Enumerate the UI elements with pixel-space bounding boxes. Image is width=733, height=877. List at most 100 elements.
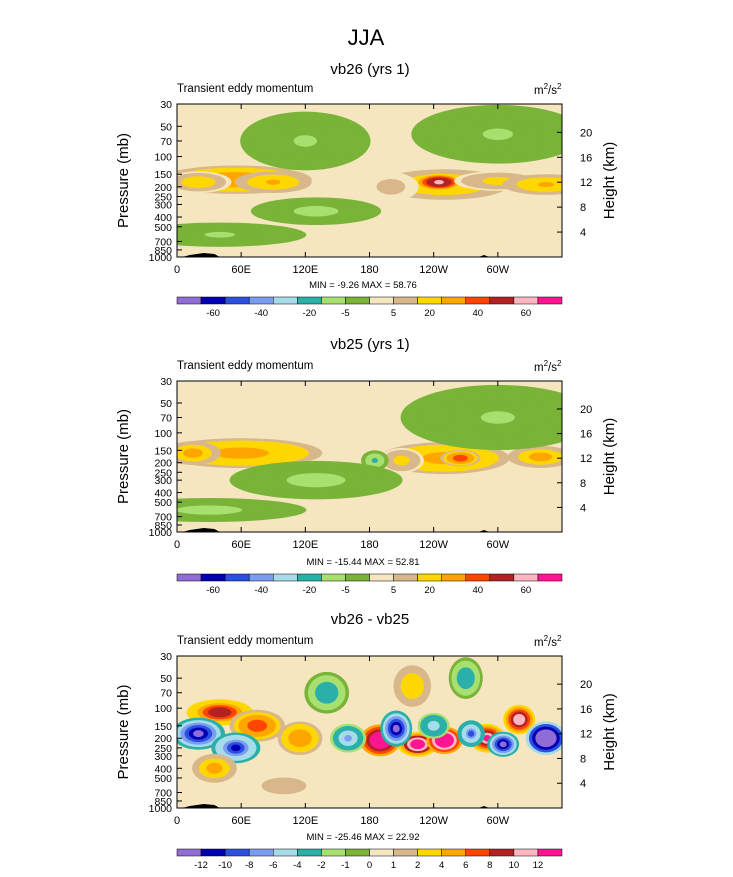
colorbar-swatch bbox=[176, 296, 202, 305]
contour-level bbox=[515, 716, 523, 723]
colorbar-label: -6 bbox=[269, 860, 277, 871]
colorbar-label: 5 bbox=[391, 308, 396, 319]
contour-level bbox=[434, 179, 444, 185]
y-tick-label: 300 bbox=[154, 475, 172, 487]
contour-field bbox=[177, 104, 562, 257]
y-tick-label: 30 bbox=[160, 376, 172, 388]
contour-level bbox=[213, 709, 227, 716]
y-right-tick-label: 12 bbox=[580, 453, 592, 465]
colorbar-swatch bbox=[489, 296, 515, 305]
colorbar-label: -8 bbox=[245, 860, 253, 871]
y-tick-label: 700 bbox=[154, 236, 172, 248]
x-tick-label: 60W bbox=[487, 815, 510, 827]
colorbar-label: -12 bbox=[194, 860, 208, 871]
colorbar-swatch bbox=[224, 848, 250, 857]
colorbar-label: 60 bbox=[521, 585, 532, 596]
y-tick-label: 100 bbox=[154, 428, 172, 440]
contour-level bbox=[413, 741, 422, 748]
y-right-tick-label: 16 bbox=[580, 152, 592, 164]
y-tick-label: 200 bbox=[154, 458, 172, 470]
colorbar-label: 4 bbox=[439, 860, 444, 871]
colorbar-label: 20 bbox=[424, 308, 435, 319]
contour-level bbox=[499, 741, 507, 748]
y-tick-label: 30 bbox=[160, 651, 172, 663]
contour-level bbox=[192, 507, 227, 513]
colorbar-swatch bbox=[441, 848, 466, 857]
contour-level bbox=[193, 730, 204, 738]
y-tick-label: 700 bbox=[154, 788, 172, 800]
contour-level bbox=[295, 734, 305, 742]
colorbar-label: -60 bbox=[206, 308, 220, 319]
colorbar-swatch bbox=[273, 848, 298, 857]
units-label: m2/s2 bbox=[534, 634, 562, 649]
colorbar-swatch bbox=[200, 848, 226, 857]
colorbar-swatch bbox=[224, 573, 250, 582]
colorbar-swatch bbox=[513, 296, 539, 305]
contour-level bbox=[300, 476, 332, 485]
x-tick-label: 0 bbox=[174, 539, 180, 551]
x-tick-label: 120W bbox=[419, 264, 448, 276]
colorbar-swatch bbox=[393, 848, 418, 857]
contour-level bbox=[266, 179, 281, 185]
units-label: m2/s2 bbox=[534, 359, 562, 374]
colorbar-label: -5 bbox=[341, 585, 349, 596]
y-tick-label: 850 bbox=[154, 245, 172, 257]
y-tick-label: 400 bbox=[154, 488, 172, 500]
contour-level bbox=[187, 450, 199, 456]
colorbar-label: -60 bbox=[206, 585, 220, 596]
colorbar-label: -20 bbox=[302, 585, 316, 596]
colorbar-swatch bbox=[200, 573, 226, 582]
x-tick-label: 60W bbox=[487, 264, 510, 276]
colorbar-label: 20 bbox=[424, 585, 435, 596]
colorbar-swatch bbox=[441, 573, 466, 582]
min-max-label: MIN = -9.26 MAX = 58.76 bbox=[309, 280, 417, 291]
contour-level bbox=[209, 765, 219, 772]
y-right-tick-label: 16 bbox=[580, 429, 592, 441]
colorbar-label: -10 bbox=[218, 860, 232, 871]
colorbar-swatch bbox=[465, 296, 491, 305]
y-right-tick-label: 8 bbox=[580, 202, 586, 214]
y-right-tick-label: 16 bbox=[580, 704, 592, 716]
colorbar-label: 40 bbox=[472, 308, 483, 319]
colorbar-label: 6 bbox=[463, 860, 468, 871]
x-tick-label: 180 bbox=[360, 539, 378, 551]
y-tick-label: 50 bbox=[160, 398, 172, 410]
contour-level bbox=[534, 454, 547, 460]
y-right-tick-label: 20 bbox=[580, 127, 592, 139]
colorbar-swatch bbox=[273, 573, 298, 582]
colorbar-swatch bbox=[537, 573, 563, 582]
y-tick-label: 150 bbox=[154, 721, 172, 733]
y-tick-label: 700 bbox=[154, 512, 172, 524]
y-tick-label: 1000 bbox=[149, 527, 173, 539]
contour-level bbox=[277, 783, 291, 789]
colorbar-swatch bbox=[321, 848, 346, 857]
y-tick-label: 500 bbox=[154, 773, 172, 785]
x-tick-label: 120E bbox=[292, 539, 318, 551]
y-tick-label: 1000 bbox=[149, 252, 173, 264]
contour-level bbox=[482, 128, 514, 140]
colorbar-swatch bbox=[393, 296, 418, 305]
y-right-tick-label: 4 bbox=[580, 778, 586, 790]
colorbar-label: -2 bbox=[317, 860, 325, 871]
contour-level bbox=[251, 722, 263, 730]
chart-panel-1: vb26 (yrs 1) Transient eddy momentum m2/s2… bbox=[115, 61, 618, 319]
y-tick-label: 100 bbox=[154, 152, 172, 164]
colorbar-label: 12 bbox=[533, 860, 544, 871]
y-tick-label: 50 bbox=[160, 121, 172, 133]
y-tick-label: 70 bbox=[160, 412, 172, 424]
y-tick-label: 250 bbox=[154, 743, 172, 755]
contour-level bbox=[226, 449, 256, 457]
colorbar-swatch bbox=[224, 296, 250, 305]
contour-level bbox=[407, 681, 417, 692]
x-tick-label: 60E bbox=[231, 264, 251, 276]
y-tick-label: 250 bbox=[154, 467, 172, 479]
y-tick-label: 50 bbox=[160, 673, 172, 685]
colorbar-swatch bbox=[489, 848, 515, 857]
contour-level bbox=[344, 734, 352, 742]
y-right-tick-label: 4 bbox=[580, 227, 586, 239]
colorbar-swatch bbox=[345, 848, 370, 857]
x-tick-label: 120W bbox=[419, 539, 448, 551]
x-tick-label: 180 bbox=[360, 264, 378, 276]
colorbar-swatch bbox=[176, 573, 202, 582]
colorbar-label: -20 bbox=[302, 308, 316, 319]
